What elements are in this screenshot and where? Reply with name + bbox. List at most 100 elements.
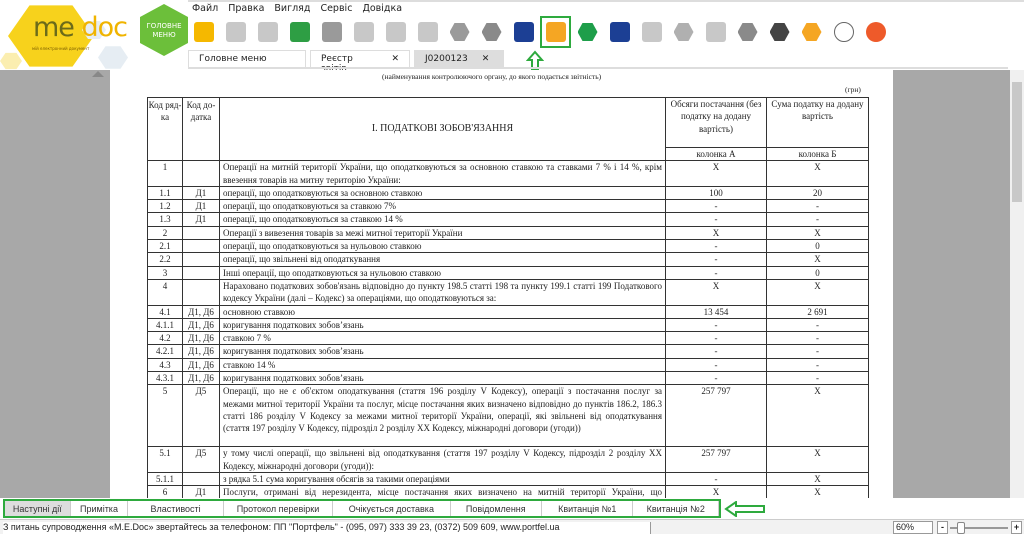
col-b-value[interactable]: - [766, 199, 869, 214]
col-b-value[interactable]: 0 [766, 239, 869, 254]
main-menu-button[interactable]: ГОЛОВНЕ МЕНЮ [140, 4, 188, 56]
row-description: операції, що оподатковуються за основною… [219, 185, 666, 201]
close-icon[interactable]: ✕ [481, 54, 490, 64]
hex-key-button[interactable] [574, 18, 601, 46]
row-code: 1.3 [147, 212, 183, 227]
table-row: 5 Д5 Операції, що не є об'єктом оподаткува… [147, 384, 869, 448]
hex-refresh-button[interactable] [670, 18, 697, 46]
open-folder-button[interactable] [222, 18, 249, 46]
col-b-value[interactable]: X [766, 252, 869, 267]
col-a-value[interactable]: X [665, 485, 767, 498]
zoom-level[interactable]: 60% [893, 521, 933, 534]
col-b-value[interactable]: 20 [766, 185, 869, 201]
col-b-value[interactable]: - [766, 357, 869, 373]
tab-2[interactable]: J0200123 ✕ [414, 50, 504, 67]
zoom-slider[interactable] [950, 527, 1008, 529]
send-envelope-button[interactable] [540, 16, 571, 48]
col-b-value[interactable]: X [766, 471, 869, 487]
close-icon[interactable]: ✕ [391, 54, 399, 64]
scrollbar-thumb[interactable] [1012, 82, 1022, 202]
menu-item[interactable]: Правка [228, 3, 265, 14]
table-button[interactable] [702, 18, 729, 46]
col-a-value[interactable]: - [665, 252, 767, 267]
col-a-value[interactable]: - [665, 239, 767, 254]
row-description: Операції на митній території України, що… [219, 160, 666, 187]
hex-save-button[interactable] [478, 18, 505, 46]
print-button[interactable] [510, 18, 537, 46]
col-a-value[interactable]: - [665, 331, 767, 346]
chat-question-button[interactable] [830, 18, 857, 46]
menu-item[interactable]: Вигляд [274, 3, 311, 14]
col-b-value[interactable]: - [766, 317, 869, 333]
bottom-tab[interactable]: Наступні дії [5, 501, 71, 516]
menu-item[interactable]: Сервіс [320, 3, 353, 14]
app-code: Д1, Д6 [182, 331, 220, 346]
col-b-value[interactable]: X [766, 225, 869, 241]
col-a-value[interactable]: X [665, 160, 767, 187]
col-a-value[interactable]: X [665, 225, 767, 241]
delete-document-button[interactable] [254, 18, 281, 46]
col-a-value[interactable]: - [665, 317, 767, 333]
hex-download-button[interactable] [766, 18, 793, 46]
col-a-value[interactable]: - [665, 471, 767, 487]
col-b-value[interactable]: 0 [766, 265, 869, 280]
row-code: 4.3.1 [147, 371, 183, 386]
new-folder-button[interactable] [190, 18, 217, 46]
row-code: 1 [147, 160, 183, 187]
tab-0[interactable]: Головне меню [188, 50, 306, 67]
menu-item[interactable]: Файл [192, 3, 219, 14]
col-a-value[interactable]: 257 797 [665, 384, 767, 448]
row-description: основною ставкою [219, 304, 666, 319]
col-b-value[interactable]: - [766, 371, 869, 386]
col-a-value[interactable]: 100 [665, 185, 767, 201]
col-a-value[interactable]: X [665, 278, 767, 306]
check-document-button[interactable] [638, 18, 665, 46]
table-row: 3 Інші операції, що оподатковуються за ну… [147, 265, 869, 280]
col-a-value[interactable]: - [665, 371, 767, 386]
bottom-tab[interactable]: Очікується доставка [333, 501, 451, 516]
col-a-value[interactable]: - [665, 357, 767, 373]
col-b-value[interactable]: X [766, 384, 869, 448]
edit-page-button[interactable] [382, 18, 409, 46]
bottom-tab[interactable]: Квитанція №1 [542, 501, 634, 516]
col-a-value[interactable]: - [665, 265, 767, 280]
col-b-value[interactable]: - [766, 212, 869, 227]
hex-filter-button[interactable] [734, 18, 761, 46]
chat-button[interactable] [862, 18, 889, 46]
divider [188, 67, 1008, 69]
zoom-in-button[interactable]: + [1011, 521, 1022, 534]
duplicate-button[interactable] [318, 18, 345, 46]
header-code-row: Код ряд-ка [147, 96, 183, 162]
col-b-value[interactable]: - [766, 344, 869, 359]
add-page-button[interactable] [350, 18, 377, 46]
col-a-value[interactable]: - [665, 199, 767, 214]
col-b-value[interactable]: 2 691 [766, 304, 869, 319]
col-a-value[interactable]: 257 797 [665, 446, 767, 473]
remove-page-button[interactable] [414, 18, 441, 46]
bottom-tab[interactable]: Примітка [71, 501, 129, 516]
vertical-scrollbar[interactable] [1010, 70, 1024, 498]
bottom-tab[interactable]: Повідомлення [451, 501, 542, 516]
col-b-value[interactable]: X [766, 160, 869, 187]
app-code: Д1 [182, 212, 220, 227]
menu-item[interactable]: Довідка [362, 3, 403, 14]
zoom-slider-handle[interactable] [957, 522, 965, 534]
row-description: ставкою 7 % [219, 331, 666, 346]
col-b-value[interactable]: X [766, 485, 869, 498]
search-document-button[interactable] [606, 18, 633, 46]
search-document-icon [609, 22, 630, 42]
col-a-value[interactable]: - [665, 212, 767, 227]
col-b-value[interactable]: X [766, 278, 869, 306]
col-b-value[interactable]: X [766, 446, 869, 473]
zoom-out-button[interactable]: - [937, 521, 948, 534]
bottom-tab[interactable]: Квитанція №2 [633, 501, 719, 516]
help-button[interactable] [798, 18, 825, 46]
tab-1[interactable]: Реєстр звітів ✕ [310, 50, 410, 74]
bottom-tab[interactable]: Властивості [128, 501, 224, 516]
col-a-value[interactable]: - [665, 344, 767, 359]
copy-document-button[interactable] [286, 18, 313, 46]
hex-settings-button[interactable] [446, 18, 473, 46]
col-a-value[interactable]: 13 454 [665, 304, 767, 319]
bottom-tab[interactable]: Протокол перевірки [224, 501, 334, 516]
col-b-value[interactable]: - [766, 331, 869, 346]
